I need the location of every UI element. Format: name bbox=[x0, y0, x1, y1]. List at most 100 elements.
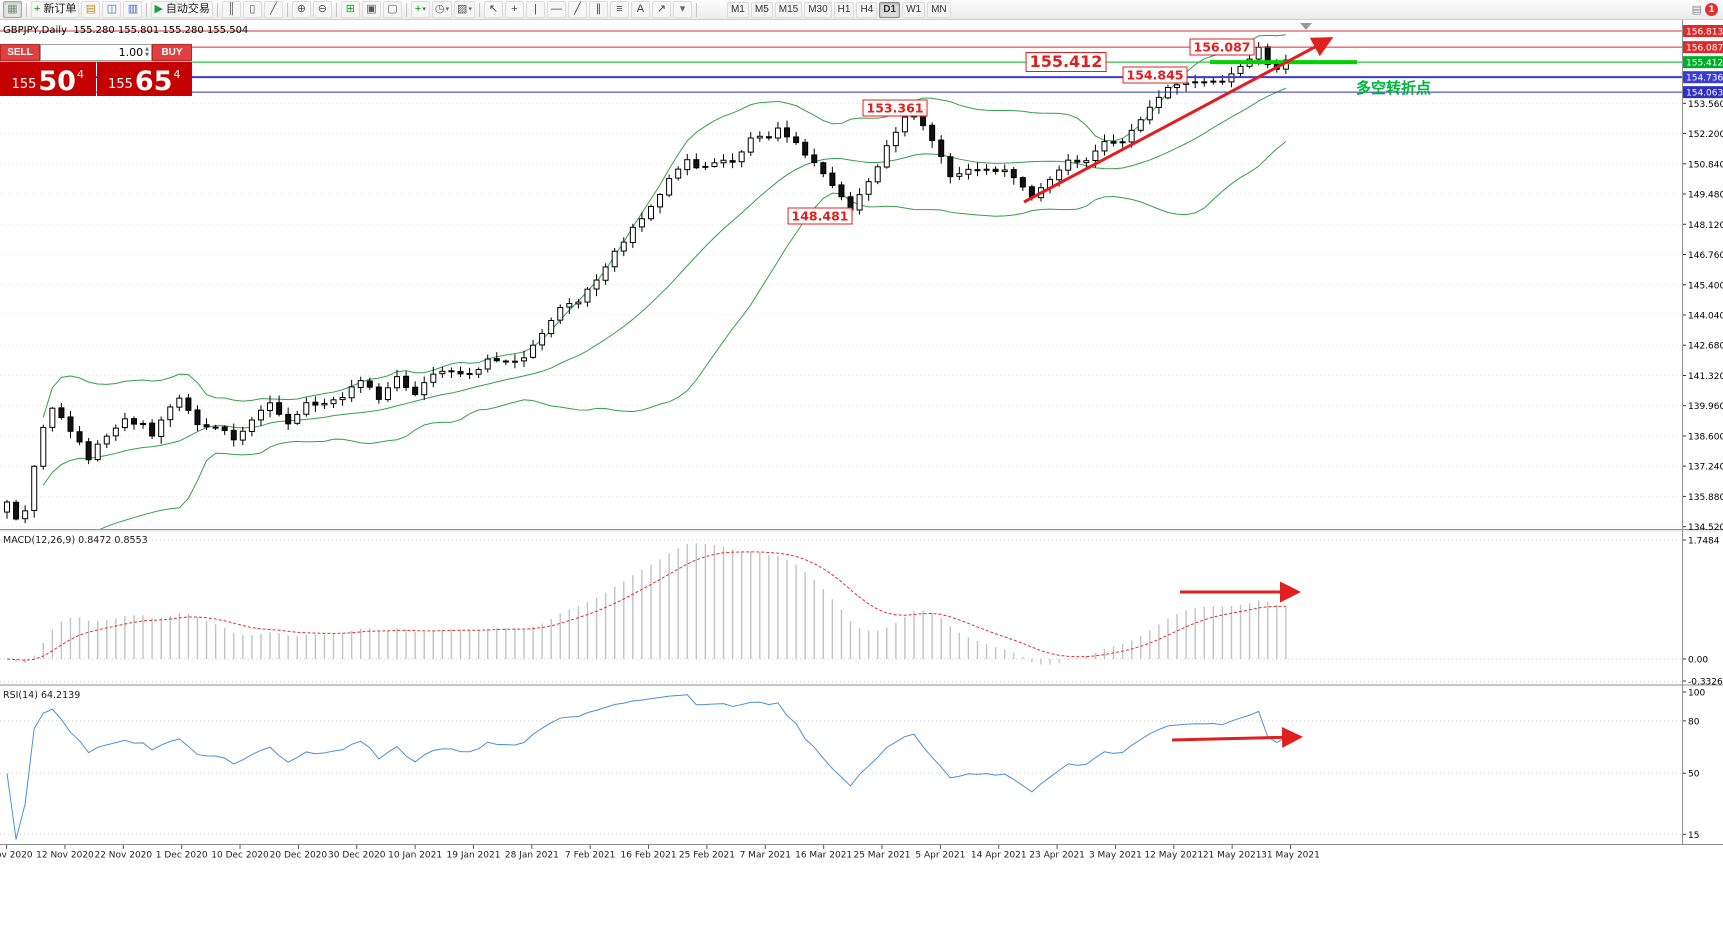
toolbar-candlestick-chart[interactable]: ▯ bbox=[242, 1, 262, 18]
timeframe-M15[interactable]: M15 bbox=[774, 1, 803, 18]
toolbar-separator bbox=[216, 2, 218, 17]
svg-text:20 Dec 2020: 20 Dec 2020 bbox=[270, 851, 328, 861]
toolbar-bar-chart[interactable]: ║ bbox=[221, 1, 241, 18]
stepper-down-icon[interactable]: ▼ bbox=[145, 51, 149, 58]
channel-icon: ∥ bbox=[595, 3, 602, 15]
price-callout[interactable]: 154.845 bbox=[1122, 66, 1188, 84]
volume-field[interactable]: 1.00 ▲ ▼ bbox=[40, 44, 152, 61]
timeframe-MN[interactable]: MN bbox=[927, 1, 951, 18]
toolbar-cascade-windows[interactable]: ▣ bbox=[361, 1, 381, 18]
horizontal-line-icon: — bbox=[550, 3, 562, 15]
toolbar-tile-windows[interactable]: ⊞ bbox=[340, 1, 360, 18]
svg-text:145.400: 145.400 bbox=[1688, 281, 1723, 291]
toolbar-periods[interactable]: ◷ ▾ bbox=[431, 1, 453, 18]
arrange-windows-icon: ▢ bbox=[387, 3, 398, 15]
toolbar-crosshair[interactable]: + bbox=[504, 1, 524, 18]
trendline-arrow[interactable] bbox=[1023, 37, 1334, 204]
svg-text:134.520: 134.520 bbox=[1688, 523, 1723, 533]
svg-text:30 Dec 2020: 30 Dec 2020 bbox=[328, 851, 386, 861]
price-callout[interactable]: 153.361 bbox=[862, 99, 928, 117]
toolbar-arrows[interactable]: ↗ bbox=[651, 1, 671, 18]
toolbar-charts-group[interactable]: ◫ bbox=[102, 1, 122, 18]
sell-button[interactable]: SELL bbox=[0, 44, 40, 61]
bar-chart-icon: ║ bbox=[227, 3, 236, 15]
rsi-axis: 100 80 50 15 bbox=[1683, 689, 1705, 841]
buy-price-sup: 4 bbox=[173, 68, 181, 81]
fibonacci-icon: ≡ bbox=[616, 3, 623, 15]
alerts-icon[interactable]: ▤ bbox=[1691, 3, 1702, 16]
candlestick-chart-icon: ▯ bbox=[249, 3, 256, 15]
horizontal-price-lines[interactable] bbox=[0, 30, 1682, 93]
timeframe-W1[interactable]: W1 bbox=[902, 1, 926, 18]
svg-text:10 Jan 2021: 10 Jan 2021 bbox=[388, 851, 442, 861]
toolbar-zoom-in[interactable]: ⊕ bbox=[291, 1, 311, 18]
svg-text:144.040: 144.040 bbox=[1688, 311, 1723, 321]
toolbar-arrange-windows[interactable]: ▢ bbox=[382, 1, 402, 18]
toolbar-trendline[interactable]: ╱ bbox=[567, 1, 587, 18]
toolbar-data-window[interactable]: ▥ bbox=[123, 1, 143, 18]
main-toolbar: ▦ + 新订单 ▤ ◫ ▥ ▶ 自动交易 ║ ▯ ╱ ⊕ ⊖ ⊞ ▣ ▢ + ▾ ◷ ▾ ▨ ▾ ↖ + | — ╱ ∥ ≡ A ↗ ▾ M1 M… bbox=[0, 0, 1723, 20]
svg-text:-0.3326: -0.3326 bbox=[1688, 678, 1723, 688]
toolbar-separator bbox=[335, 2, 337, 17]
notification-badge[interactable]: 1 bbox=[1705, 3, 1718, 16]
toolbar-vertical-line[interactable]: | bbox=[525, 1, 545, 18]
toolbar-horizontal-line[interactable]: — bbox=[546, 1, 566, 18]
timeframe-H1[interactable]: H1 bbox=[833, 1, 855, 18]
svg-text:148.120: 148.120 bbox=[1688, 221, 1723, 231]
toolbar-shapes[interactable]: ▾ bbox=[672, 1, 692, 18]
zoom-out-icon: ⊖ bbox=[317, 3, 328, 15]
price-callout[interactable]: 148.481 bbox=[787, 207, 853, 225]
toolbar-templates[interactable]: ▨ ▾ bbox=[454, 1, 475, 18]
macd-indicator-label: MACD(12,26,9) 0.8472 0.8553 bbox=[3, 535, 148, 546]
toolbar-autotrading[interactable]: ▶ 自动交易 bbox=[151, 1, 213, 18]
chart-shift-marker[interactable] bbox=[1300, 23, 1312, 30]
price-callout[interactable]: 156.087 bbox=[1189, 38, 1255, 56]
svg-text:155.412: 155.412 bbox=[1686, 59, 1723, 69]
vertical-line-icon: | bbox=[534, 3, 537, 15]
new-chart-icon: ▦ bbox=[7, 3, 18, 15]
toolbar-channel[interactable]: ∥ bbox=[588, 1, 608, 18]
toolbar-new-order[interactable]: + 新订单 bbox=[31, 1, 80, 18]
toolbar-text[interactable]: A bbox=[630, 1, 650, 18]
toolbar-separator bbox=[286, 2, 288, 17]
line-chart-icon: ╱ bbox=[270, 3, 277, 15]
timeframe-H4[interactable]: H4 bbox=[856, 1, 878, 18]
svg-text:1 Dec 2020: 1 Dec 2020 bbox=[156, 851, 208, 861]
svg-text:100: 100 bbox=[1688, 689, 1705, 699]
buy-button[interactable]: BUY bbox=[152, 44, 192, 61]
tile-windows-icon: ⊞ bbox=[345, 3, 356, 15]
buy-price[interactable]: 155 65 4 bbox=[96, 62, 192, 96]
toolbar-profiles[interactable]: ▤ bbox=[81, 1, 101, 18]
toolbar-cursor[interactable]: ↖ bbox=[483, 1, 503, 18]
toolbar-zoom-out[interactable]: ⊖ bbox=[312, 1, 332, 18]
svg-text:16 Mar 2021: 16 Mar 2021 bbox=[795, 851, 852, 861]
svg-text:14 Apr 2021: 14 Apr 2021 bbox=[971, 851, 1027, 861]
stepper-up-icon[interactable]: ▲ bbox=[145, 46, 149, 52]
sell-price-sup: 4 bbox=[76, 68, 84, 81]
sell-price-big: 50 bbox=[38, 66, 76, 98]
toolbar-separator bbox=[478, 2, 480, 17]
price-callout[interactable]: 155.412 bbox=[1025, 52, 1107, 73]
svg-text:25 Feb 2021: 25 Feb 2021 bbox=[679, 851, 735, 861]
price-axis: 153.560 152.200 150.840 149.480 148.120 146.7… bbox=[1683, 25, 1723, 533]
toolbar-line-chart[interactable]: ╱ bbox=[263, 1, 283, 18]
rsi-arrow[interactable] bbox=[1171, 726, 1303, 748]
timeframe-M30[interactable]: M30 bbox=[804, 1, 832, 18]
timeframe-M5[interactable]: M5 bbox=[750, 1, 773, 18]
turning-point-note[interactable]: 多空转折点 bbox=[1356, 79, 1432, 97]
caret-down-icon: ▾ bbox=[445, 6, 450, 13]
toolbar-new-chart[interactable]: ▦ bbox=[3, 1, 22, 18]
svg-text:10 Dec 2020: 10 Dec 2020 bbox=[211, 851, 269, 861]
volume-stepper[interactable]: ▲ ▼ bbox=[145, 46, 149, 58]
timeframe-M1[interactable]: M1 bbox=[726, 1, 749, 18]
toolbar-fibonacci[interactable]: ≡ bbox=[609, 1, 629, 18]
text-icon: A bbox=[636, 3, 645, 15]
crosshair-icon: + bbox=[511, 3, 518, 15]
svg-text:3 May 2021: 3 May 2021 bbox=[1089, 851, 1142, 861]
toolbar-indicators[interactable]: + ▾ bbox=[410, 1, 430, 18]
timeframe-D1[interactable]: D1 bbox=[879, 1, 901, 18]
svg-text:146.760: 146.760 bbox=[1688, 251, 1723, 261]
sell-price[interactable]: 155 50 4 bbox=[0, 62, 96, 96]
